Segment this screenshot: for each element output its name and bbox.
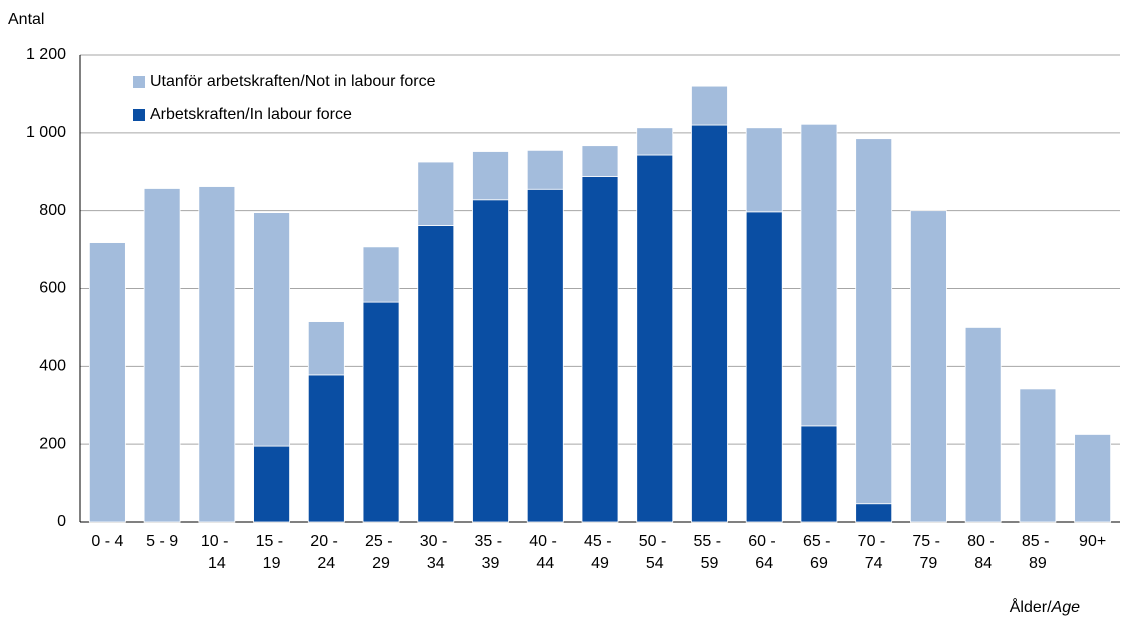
x-tick-label: 10 - 14 [201,533,233,572]
bar-segment [472,199,509,523]
x-tick-label-line: 49 [591,555,609,572]
x-tick-label: 30 - 34 [420,533,452,572]
bar-segment [691,124,728,523]
y-axis-label: Antal [8,11,44,28]
x-tick-label: 5 - 9 [146,533,178,550]
y-tick-label: 1 200 [26,46,66,63]
bar-segment [581,176,619,523]
x-tick-label-line: 14 [208,555,226,572]
legend-label: Utanför arbetskraften/Not in labour forc… [150,73,436,90]
bar-segment [472,151,509,201]
bar-segment [910,210,947,523]
x-tick-label: 55 - 59 [693,533,725,572]
legend-swatch [133,76,145,88]
x-tick-label: 15 - 19 [256,533,288,572]
legend-swatch [133,109,145,121]
x-tick-label: 65 - 69 [803,533,835,572]
y-tick-label: 400 [39,358,66,375]
y-tick-label: 1 000 [26,124,66,141]
bar-segment [581,145,619,177]
x-tick-label: 45 - 49 [584,533,616,572]
x-tick-label-line: 44 [536,555,554,572]
x-tick-label-line: 10 - [201,533,233,550]
bar-segment [198,186,236,523]
legend-label: Arbetskraften/In labour force [150,106,352,123]
bar-segment [745,127,783,213]
bar-segment [691,85,728,126]
y-tick-label: 200 [39,435,66,452]
x-axis-label-en: Age [1051,599,1081,616]
x-tick-label: 80 - 84 [967,533,999,572]
x-tick-label: 50 - 54 [639,533,671,572]
x-tick-label-line: 30 - [420,533,452,550]
x-tick-label-line: 34 [427,555,445,572]
bar-segment [526,188,564,523]
x-tick-label-line: 40 - [529,533,561,550]
bar-segment [307,321,345,376]
x-tick-label: 85 - 89 [1022,533,1054,572]
x-tick-label: 25 - 29 [365,533,397,572]
x-tick-label-line: 69 [810,555,828,572]
y-tick-label: 600 [39,280,66,297]
bar-segment [964,327,1002,523]
x-tick-label-line: 75 - [912,533,944,550]
x-tick-label-line: 50 - [639,533,671,550]
bar-segment [253,445,290,523]
bar-segment [1019,388,1057,523]
x-tick-label-line: 55 - [693,533,725,550]
x-tick-label-line: 80 - [967,533,999,550]
x-tick-label-line: 29 [372,555,390,572]
x-tick-label-line: 45 - [584,533,616,550]
y-tick-label: 0 [57,513,66,530]
x-tick-label-line: 65 - [803,533,835,550]
bar-segment [636,127,674,156]
x-tick-label-line: 85 - [1022,533,1054,550]
x-tick-label-line: 59 [701,555,719,572]
x-tick-label-line: 70 - [858,533,890,550]
x-tick-label: 40 - 44 [529,533,561,572]
bar-segment [800,123,838,427]
bar-segment [526,149,564,190]
x-tick-label-line: 64 [755,555,773,572]
x-axis-label-sv: Ålder/ [1010,597,1052,616]
bar-segment [636,154,674,523]
x-tick-label: 20 - 24 [310,533,342,572]
bar-segment [855,503,893,523]
bar-segment [417,225,455,523]
x-tick-label-line: 54 [646,555,664,572]
bar-segment [88,242,126,523]
x-tick-label-line: 60 - [748,533,780,550]
bar-segment [417,161,455,226]
x-tick-label-line: 89 [1029,555,1047,572]
bar-segment [855,138,893,505]
x-tick-label: 70 - 74 [858,533,890,572]
bar-segment [143,188,181,523]
y-tick-label: 800 [39,202,66,219]
bar-segment [362,301,400,523]
bar-segment [362,246,400,303]
x-tick-label-line: 19 [263,555,281,572]
x-tick-label-line: 84 [974,555,992,572]
x-tick-label-line: 39 [482,555,500,572]
bar-segment [307,374,345,523]
bar-segment [1074,434,1112,523]
x-tick-label-line: 74 [865,555,883,572]
x-tick-label-line: 20 - [310,533,342,550]
x-tick-label: 60 - 64 [748,533,780,572]
x-tick-label: 0 - 4 [91,533,123,550]
bar-segment [253,212,290,447]
x-tick-label-line: 15 - [256,533,288,550]
x-tick-label: 90+ [1079,533,1106,550]
bar-segment [745,211,783,523]
x-tick-label: 35 - 39 [475,533,507,572]
x-tick-label-line: 79 [920,555,938,572]
bar-segment [800,425,838,523]
x-tick-label: 75 - 79 [912,533,944,572]
x-axis-label: Ålder/Age [1010,597,1080,616]
x-tick-label-line: 24 [317,555,335,572]
x-tick-label-line: 35 - [475,533,507,550]
x-tick-label-line: 25 - [365,533,397,550]
